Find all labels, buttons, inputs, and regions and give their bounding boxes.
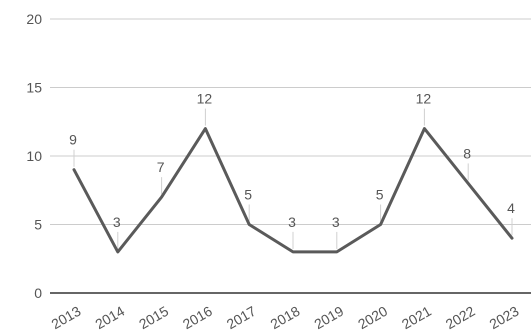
data-label: 3 <box>288 214 296 230</box>
x-tick-label: 2023 <box>487 303 522 333</box>
data-label: 8 <box>463 145 471 161</box>
gridlines <box>50 18 531 294</box>
data-label: 4 <box>507 200 515 216</box>
x-tick-label: 2016 <box>180 303 215 333</box>
y-tick-label: 10 <box>26 148 42 164</box>
y-tick-label: 0 <box>34 285 42 301</box>
y-tick-label: 15 <box>26 80 42 96</box>
x-tick-label: 2020 <box>355 303 390 333</box>
data-label-leaders <box>73 108 513 249</box>
data-label: 5 <box>376 187 384 203</box>
series-line-group <box>72 127 514 254</box>
x-tick-label: 2018 <box>268 303 303 333</box>
y-tick-label: 5 <box>34 217 42 233</box>
x-tick-label: 2019 <box>311 303 346 333</box>
data-label: 3 <box>113 214 121 230</box>
data-label: 3 <box>332 214 340 230</box>
x-tick-label: 2022 <box>443 303 478 333</box>
x-tick-label: 2013 <box>49 303 84 333</box>
series-line <box>72 127 514 254</box>
x-tick-label: 2014 <box>92 303 127 333</box>
x-tick-label: 2017 <box>224 303 259 333</box>
y-tick-label: 20 <box>26 11 42 27</box>
data-label: 12 <box>197 91 213 107</box>
data-label: 5 <box>244 187 252 203</box>
x-tick-label: 2021 <box>399 303 434 333</box>
data-label: 9 <box>69 132 77 148</box>
data-label: 7 <box>157 159 165 175</box>
x-axis-ticks: 2013 2014 2015 2016 2017 2018 2019 2020 2021 2022… <box>49 303 522 333</box>
y-axis-ticks: 0 5 10 15 20 <box>26 11 42 301</box>
x-tick-label: 2015 <box>136 303 171 333</box>
data-labels: 9 3 7 12 5 3 3 5 12 8 4 <box>69 91 515 230</box>
data-label: 12 <box>416 91 432 107</box>
